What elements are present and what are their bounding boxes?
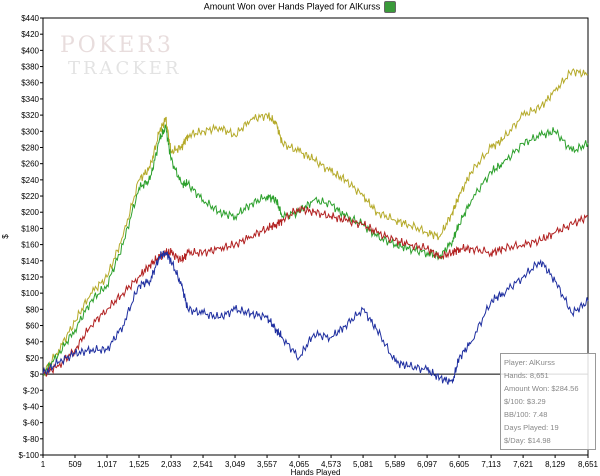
series-line-1 [42, 68, 589, 377]
x-tick-label: 3,049 [225, 460, 246, 469]
x-tick-label: 3,557 [257, 460, 278, 469]
y-tick-label: $120 [21, 273, 39, 282]
y-tick-label: $-60 [23, 419, 40, 428]
poker-tracker-watermark: POKER3 TRACKER [60, 33, 210, 89]
stats-hands: Hands: 8,651 [504, 371, 549, 380]
y-tick-label: $400 [21, 46, 39, 55]
x-tick-label: 1,017 [97, 460, 118, 469]
y-tick-label: $80 [26, 305, 40, 314]
y-tick-label: $300 [21, 127, 39, 136]
y-tick-label: $380 [21, 63, 39, 72]
x-tick-label: 5,589 [385, 460, 406, 469]
y-tick-label: $-20 [23, 386, 40, 395]
x-tick-label: 4,573 [321, 460, 342, 469]
chart-title-text: Amount Won over Hands Played for AlKurss [203, 1, 381, 12]
x-tick-label: 6,605 [449, 460, 470, 469]
y-tick-label: $220 [21, 192, 39, 201]
stats-days-played: Days Played: 19 [504, 423, 559, 432]
y-tick-label: $60 [26, 322, 40, 331]
watermark-top-text: POKER3 [60, 33, 174, 58]
x-tick-label: 509 [68, 460, 82, 469]
stats-bb100: BB/100: 7.48 [504, 410, 548, 419]
y-tick-label: $260 [21, 160, 39, 169]
y-tick-label: $100 [21, 289, 39, 298]
stats-panel: Player: AlKurss Hands: 8,651 Amount Won:… [500, 353, 596, 450]
y-tick-label: $360 [21, 79, 39, 88]
chart-title: Amount Won over Hands Played for AlKurss [0, 1, 600, 13]
y-axis-title: $ [1, 234, 10, 239]
y-tick-label: $180 [21, 224, 39, 233]
x-tick-label: 8,129 [545, 460, 566, 469]
y-tick-label: $-40 [23, 402, 40, 411]
y-tick-label: $40 [26, 338, 40, 347]
series-line-2 [42, 124, 589, 376]
series-line-4 [42, 250, 589, 385]
y-tick-label: $160 [21, 241, 39, 250]
x-tick-label: 7,113 [481, 460, 501, 469]
y-tick-label: $240 [21, 176, 39, 185]
x-axis-title: Hands Played [291, 468, 341, 476]
x-tick-label: 4,065 [289, 460, 310, 469]
y-tick-label: $20 [26, 354, 40, 363]
plot-frame [42, 17, 589, 456]
y-tick-label: $-100 [19, 451, 40, 460]
stats-per100: $/100: $3.29 [504, 397, 546, 406]
y-tick-label: $0 [30, 370, 39, 379]
x-tick-label: 2,033 [161, 460, 182, 469]
stats-player: Player: AlKurss [504, 358, 555, 367]
x-tick-label: 6,097 [417, 460, 438, 469]
x-tick-label: 5,081 [353, 460, 374, 469]
y-tick-label: $-80 [23, 435, 40, 444]
y-tick-label: $200 [21, 208, 39, 217]
y-tick-label: $340 [21, 95, 39, 104]
x-tick-label: 1,525 [129, 460, 150, 469]
green-globe-icon [384, 1, 397, 13]
y-tick-label: $280 [21, 143, 39, 152]
series-line-3 [42, 205, 589, 377]
stats-per-day: $/Day: $14.98 [504, 436, 551, 445]
x-tick-label: 7,621 [513, 460, 534, 469]
y-tick-label: $440 [21, 14, 39, 23]
y-tick-label: $320 [21, 111, 39, 120]
y-tick-label: $420 [21, 30, 39, 39]
y-tick-label: $140 [21, 257, 39, 266]
watermark-bottom-text: TRACKER [68, 58, 182, 79]
x-tick-label: 2,541 [193, 460, 214, 469]
stats-amount-won: Amount Won: $284.56 [504, 384, 579, 393]
x-tick-label: 1 [41, 460, 46, 469]
x-tick-label: 8,651 [578, 460, 599, 469]
